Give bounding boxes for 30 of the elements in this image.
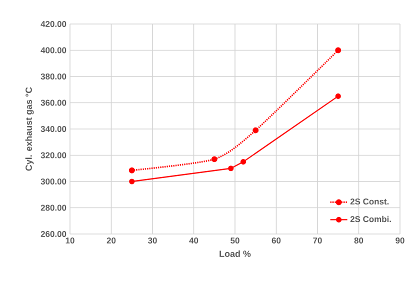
- point: [335, 93, 341, 99]
- y-tick-label: 320.00: [40, 152, 66, 158]
- y-axis-title: Cyl. exhaust gas °C: [25, 87, 34, 171]
- point: [335, 47, 342, 54]
- y-tick-label: 280.00: [40, 204, 66, 211]
- point: [240, 159, 246, 165]
- point: [128, 167, 135, 174]
- y-tick-label: 260.00: [40, 231, 66, 237]
- x-tick-label: 90: [396, 238, 404, 244]
- y-tick-label: 380.00: [40, 74, 66, 80]
- y-tick-label: 420.00: [40, 21, 66, 27]
- x-tick-label: 20: [106, 238, 116, 244]
- legend-label: 2S Combi.: [350, 216, 391, 222]
- point: [252, 127, 259, 134]
- y-tick-label: 360.00: [40, 100, 66, 106]
- point: [211, 156, 218, 162]
- x-tick-label: 30: [148, 238, 157, 244]
- y-tick-label: 400.00: [40, 47, 66, 54]
- x-tick-label: 40: [189, 238, 198, 244]
- x-tick-label: 10: [66, 238, 74, 244]
- y-tick-label: 340.00: [40, 126, 66, 132]
- point: [228, 166, 234, 172]
- x-axis-title: Load %: [220, 250, 251, 257]
- x-tick-label: 50: [230, 238, 240, 244]
- point: [129, 178, 135, 184]
- legend-label: 2S Const.: [350, 198, 389, 205]
- x-tick-label: 60: [272, 238, 281, 244]
- x-tick-label: 70: [313, 238, 322, 244]
- x-tick-label: 80: [354, 238, 364, 244]
- y-tick-label: 300.00: [40, 178, 66, 185]
